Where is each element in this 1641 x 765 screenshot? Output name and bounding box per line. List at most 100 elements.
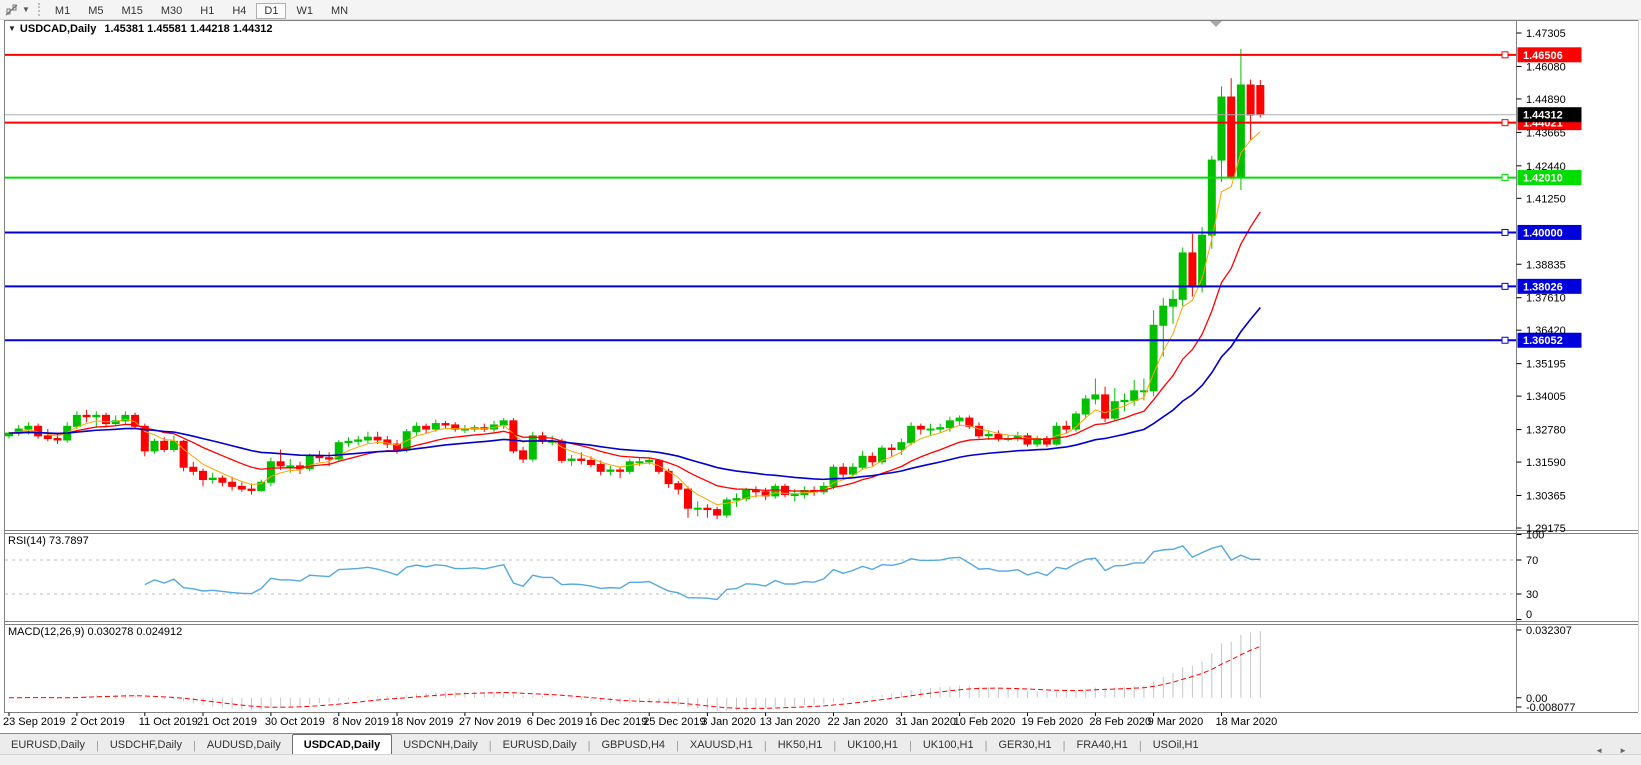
candle-body bbox=[916, 425, 925, 430]
candle-body bbox=[1130, 390, 1139, 401]
candle-body bbox=[868, 455, 877, 463]
hline-handle[interactable] bbox=[1501, 282, 1509, 290]
tab-separator: | bbox=[763, 739, 767, 752]
candle-body bbox=[907, 425, 916, 444]
hline-handle[interactable] bbox=[1501, 119, 1509, 127]
chart-tab-usdcad-daily[interactable]: USDCAD,Daily bbox=[291, 734, 393, 755]
chart-tab-ger30-h1[interactable]: GER30,H1 bbox=[998, 739, 1052, 751]
tab-scroll-right-icon[interactable]: ► bbox=[1619, 746, 1627, 755]
price-tick-label: 1.29175 bbox=[1526, 523, 1566, 535]
hline-handle[interactable] bbox=[1501, 51, 1509, 59]
chart-tab-eurusd-daily[interactable]: EURUSD,Daily bbox=[502, 739, 577, 751]
candle-body bbox=[577, 458, 586, 461]
timeframe-button-m1[interactable]: M1 bbox=[54, 4, 71, 17]
chart-tab-eurusd-daily[interactable]: EURUSD,Daily bbox=[11, 739, 85, 751]
hline-price-text: 1.40000 bbox=[1523, 227, 1563, 239]
timeframe-button-d1[interactable]: D1 bbox=[256, 2, 287, 19]
candle-body bbox=[72, 414, 81, 427]
hline-price-tag bbox=[1517, 47, 1582, 63]
price-tick-label: 1.32780 bbox=[1526, 425, 1566, 437]
ma-line-14 bbox=[8, 211, 1261, 492]
date-tick-label: 9 Mar 2020 bbox=[1148, 716, 1204, 728]
candle-body bbox=[383, 439, 392, 445]
candle-body bbox=[945, 420, 954, 429]
timeframe-button-m5[interactable]: M5 bbox=[88, 4, 104, 17]
hline-price-text: 1.38026 bbox=[1523, 281, 1563, 293]
candle-body bbox=[92, 414, 101, 418]
price-tick-label: 1.37610 bbox=[1526, 293, 1566, 305]
hline-handle[interactable] bbox=[1501, 228, 1509, 236]
candle-body bbox=[237, 485, 246, 490]
candle-body bbox=[102, 414, 110, 425]
tab-scroll-left-icon[interactable]: ◄ bbox=[1595, 746, 1604, 755]
candle-body bbox=[635, 461, 644, 464]
timeframe-button-h4[interactable]: H4 bbox=[232, 4, 247, 17]
chart-canvas[interactable]: 1.465061.440211.420101.400001.380261.360… bbox=[0, 0, 1641, 733]
candle-body bbox=[897, 442, 906, 451]
timeframe-button-w1[interactable]: W1 bbox=[296, 4, 313, 17]
candle-body bbox=[266, 461, 275, 483]
candle-body bbox=[121, 414, 130, 422]
price-tick-label: 1.30365 bbox=[1526, 491, 1566, 503]
candle-body bbox=[208, 477, 217, 481]
candle-body bbox=[373, 436, 382, 441]
candle-body bbox=[878, 447, 886, 463]
hline-handle[interactable] bbox=[1501, 336, 1509, 344]
timeframe-button-m15[interactable]: M15 bbox=[121, 4, 143, 17]
tab-separator: | bbox=[1138, 739, 1142, 752]
candle-body bbox=[829, 466, 838, 487]
candle-body bbox=[276, 461, 285, 467]
date-tick-label: 18 Mar 2020 bbox=[1216, 716, 1278, 728]
timeframe-button-h1[interactable]: H1 bbox=[200, 4, 215, 17]
date-tick-label: 27 Nov 2019 bbox=[459, 716, 521, 728]
candle-body bbox=[422, 425, 431, 430]
candle-body bbox=[160, 440, 169, 451]
candle-body bbox=[1062, 425, 1071, 430]
macd-signal-line bbox=[8, 645, 1261, 709]
timeframe-button-m30[interactable]: M30 bbox=[160, 4, 183, 17]
chevron-down-icon[interactable]: ▼ bbox=[22, 5, 30, 14]
toolbar-grip[interactable] bbox=[37, 3, 40, 16]
candle-body bbox=[305, 455, 314, 470]
price-tick-label: 1.44890 bbox=[1526, 94, 1566, 106]
candle-body bbox=[645, 459, 654, 463]
candle-body bbox=[994, 433, 1003, 440]
timeframe-toolbar: ▼ M1 M5 M15 M30 H1 H4 D1 W1 MN bbox=[0, 0, 1641, 20]
chart-menu-caret-icon[interactable]: ▼ bbox=[8, 24, 16, 33]
chart-tab-uk100-h1[interactable]: UK100,H1 bbox=[922, 739, 974, 751]
hline-price-tag bbox=[1517, 278, 1582, 294]
rsi-indicator-label: RSI(14) 73.7897 bbox=[8, 535, 89, 547]
date-tick-label: 19 Feb 2020 bbox=[1022, 716, 1084, 728]
candle-body bbox=[955, 417, 964, 422]
candle-body bbox=[315, 455, 324, 459]
candle-body bbox=[354, 439, 363, 442]
candle-body bbox=[1207, 159, 1216, 236]
chart-tab-usdcnh-daily[interactable]: USDCNH,Daily bbox=[403, 739, 478, 751]
date-tick-label: 28 Feb 2020 bbox=[1089, 716, 1151, 728]
chart-tab-gbpusd-h4[interactable]: GBPUSD,H4 bbox=[601, 739, 666, 751]
candle-body bbox=[887, 447, 896, 451]
hline-handle[interactable] bbox=[1501, 174, 1509, 182]
chart-tab-xauusd-h1[interactable]: XAUUSD,H1 bbox=[689, 739, 753, 751]
candle-body bbox=[412, 425, 421, 433]
chart-tool-group[interactable]: ▼ bbox=[0, 0, 34, 19]
chart-tab-uk100-h1[interactable]: UK100,H1 bbox=[847, 739, 898, 751]
date-tick-label: 22 Jan 2020 bbox=[828, 716, 889, 728]
candle-body bbox=[1042, 438, 1051, 445]
candle-body bbox=[509, 420, 518, 452]
timeframe-button-mn[interactable]: MN bbox=[330, 4, 349, 17]
hline-price-text: 1.36052 bbox=[1523, 335, 1563, 347]
chart-tab-audusd-daily[interactable]: AUDUSD,Daily bbox=[206, 739, 281, 751]
scroll-position-marker[interactable] bbox=[1210, 21, 1222, 27]
chart-tab-usoil-h1[interactable]: USOil,H1 bbox=[1152, 739, 1199, 751]
chart-tab-hk50-h1[interactable]: HK50,H1 bbox=[777, 739, 823, 751]
candle-body bbox=[111, 420, 120, 425]
candle-body bbox=[519, 450, 528, 460]
chart-tab-usdchf-daily[interactable]: USDCHF,Daily bbox=[109, 739, 182, 751]
price-tick-label: 1.46080 bbox=[1526, 61, 1566, 73]
chart-tab-fra40-h1[interactable]: FRA40,H1 bbox=[1076, 739, 1128, 751]
rsi-line bbox=[144, 545, 1261, 601]
status-bar bbox=[0, 754, 1641, 765]
candle-body bbox=[858, 455, 867, 468]
date-tick-label: 2 Oct 2019 bbox=[71, 716, 125, 728]
